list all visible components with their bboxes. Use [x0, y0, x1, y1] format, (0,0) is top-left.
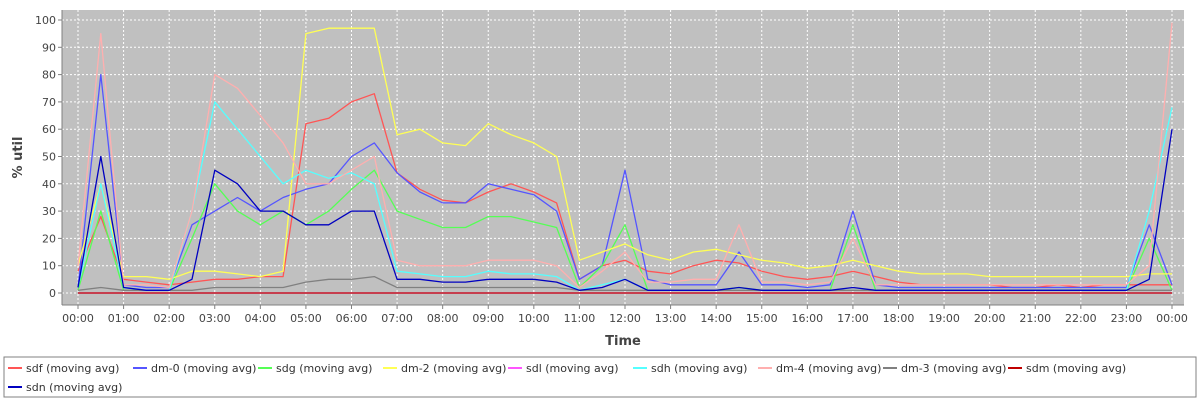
- x-tick-label: 23:00: [1111, 312, 1143, 325]
- legend-item: dm-2 (moving avg): [383, 362, 506, 375]
- y-tick-label: 20: [42, 232, 56, 245]
- x-tick-label: 03:00: [199, 312, 231, 325]
- y-tick-label: 80: [42, 69, 56, 82]
- x-tick-label: 19:00: [928, 312, 960, 325]
- x-tick-label: 21:00: [1019, 312, 1051, 325]
- legend-item: sdg (moving avg): [258, 362, 372, 375]
- x-axis-ticks: 00:00 01:00 02:00 03:00 04:00 05:00 06:00 07:00…: [62, 305, 1188, 325]
- x-tick-label: 09:00: [472, 312, 504, 325]
- legend-item: sdl (moving avg): [508, 362, 619, 375]
- legend-item: sdh (moving avg): [633, 362, 747, 375]
- series-line-9: [77, 129, 1173, 291]
- legend-label: dm-2 (moving avg): [401, 362, 506, 375]
- series-line-6: [77, 22, 1173, 289]
- legend-label: sdf (moving avg): [26, 362, 119, 375]
- x-tick-label: 14:00: [700, 312, 732, 325]
- legend-box: [3, 356, 1197, 398]
- x-tick-label: 22:00: [1065, 312, 1097, 325]
- legend-item: dm-3 (moving avg): [883, 362, 1006, 375]
- y-tick-label: 50: [42, 151, 56, 164]
- x-tick-label: 10:00: [518, 312, 550, 325]
- x-tick-label: 00:00: [62, 312, 94, 325]
- x-tick-label: 02:00: [153, 312, 185, 325]
- y-axis-title: % util: [11, 137, 26, 179]
- x-tick-label: 04:00: [244, 312, 276, 325]
- x-tick-label: 11:00: [564, 312, 596, 325]
- y-tick-label: 90: [42, 41, 56, 54]
- y-tick-label: 40: [42, 178, 56, 191]
- y-tick-label: 70: [42, 96, 56, 109]
- plot-area: [62, 10, 1184, 305]
- legend-label: dm-4 (moving avg): [776, 362, 881, 375]
- x-tick-label: 18:00: [883, 312, 915, 325]
- grid-layer: [62, 10, 1184, 305]
- x-tick-label: 06:00: [336, 312, 368, 325]
- series-layer: [77, 22, 1173, 294]
- legend-label: sdn (moving avg): [26, 381, 122, 394]
- x-tick-label: 13:00: [655, 312, 687, 325]
- legend-label: sdm (moving avg): [1026, 362, 1126, 375]
- legend-item: dm-0 (moving avg): [133, 362, 256, 375]
- x-tick-label: 12:00: [609, 312, 641, 325]
- legend-label: dm-0 (moving avg): [151, 362, 256, 375]
- x-tick-label: 17:00: [837, 312, 869, 325]
- x-tick-label: 01:00: [108, 312, 140, 325]
- legend: sdf (moving avg) dm-0 (moving avg) sdg (mo…: [8, 362, 1126, 394]
- x-tick-label: 16:00: [791, 312, 823, 325]
- y-axis-ticks: 0 10 20 30 40 50 60 70 80 90 100: [35, 14, 62, 300]
- x-tick-label: 08:00: [427, 312, 459, 325]
- x-axis-title: Time: [605, 334, 641, 349]
- series-line-3: [77, 27, 1172, 280]
- x-tick-label: 05:00: [290, 312, 322, 325]
- legend-item: dm-4 (moving avg): [758, 362, 881, 375]
- legend-label: dm-3 (moving avg): [901, 362, 1006, 375]
- x-tick-label: 00:00: [1156, 312, 1188, 325]
- y-tick-label: 0: [49, 287, 56, 300]
- y-tick-label: 60: [42, 123, 56, 136]
- y-tick-label: 100: [35, 14, 56, 27]
- legend-label: sdh (moving avg): [651, 362, 747, 375]
- x-tick-label: 15:00: [746, 312, 778, 325]
- x-tick-label: 20:00: [974, 312, 1006, 325]
- y-tick-label: 10: [42, 260, 56, 273]
- legend-label: sdl (moving avg): [526, 362, 619, 375]
- legend-item: sdn (moving avg): [8, 381, 122, 394]
- legend-item: sdf (moving avg): [8, 362, 119, 375]
- y-tick-label: 30: [42, 205, 56, 218]
- legend-label: sdg (moving avg): [276, 362, 372, 375]
- x-tick-label: 07:00: [381, 312, 413, 325]
- legend-item: sdm (moving avg): [1008, 362, 1126, 375]
